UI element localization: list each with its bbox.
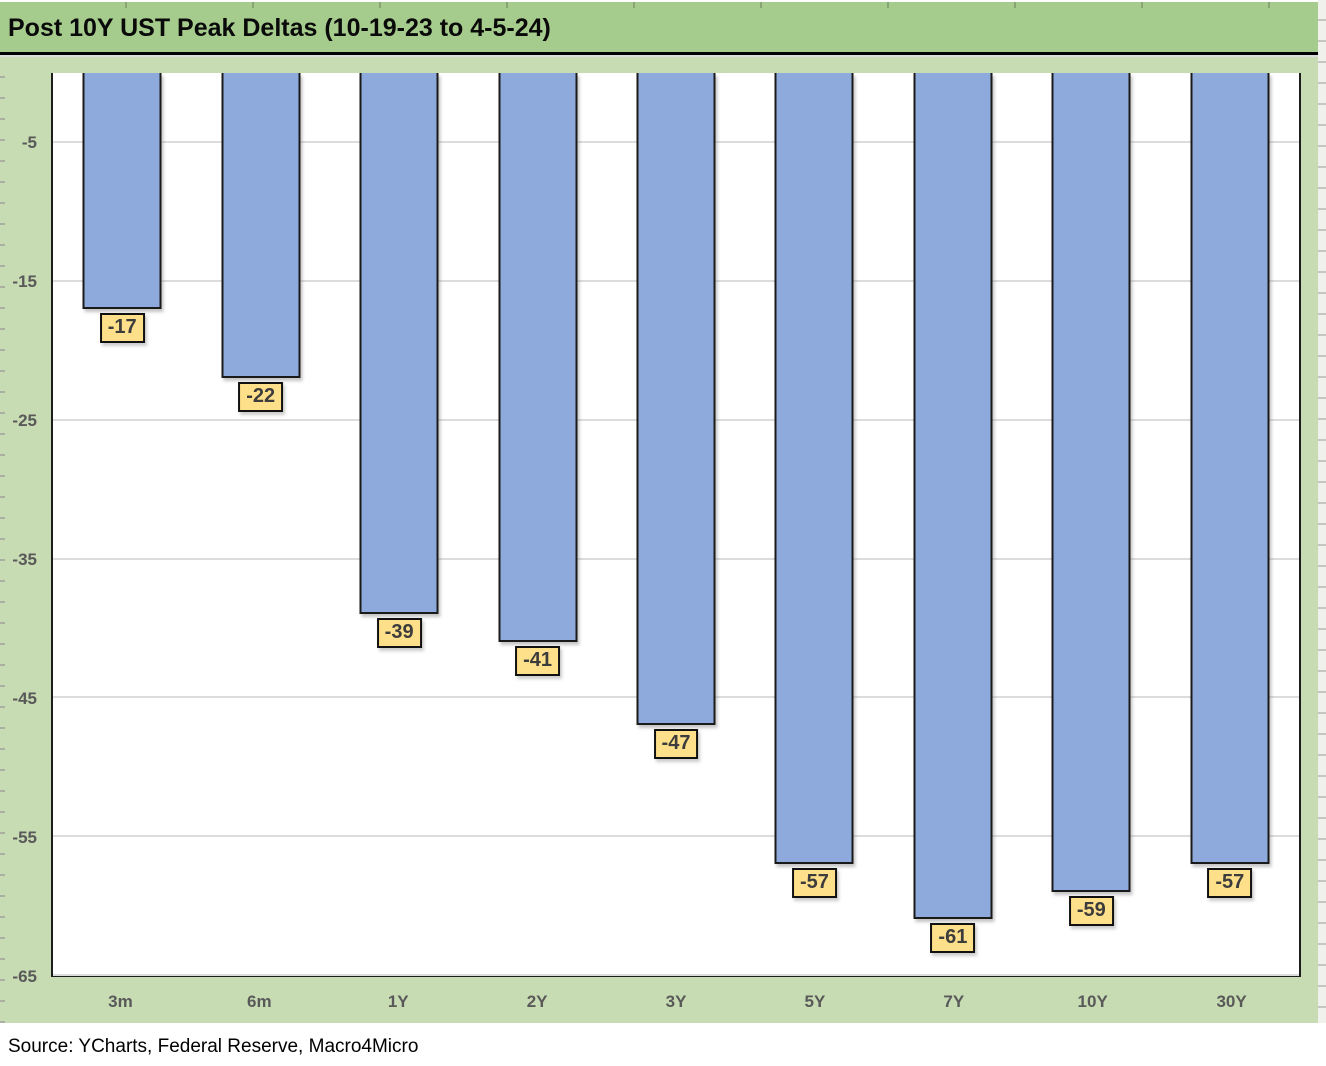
data-label-10Y[interactable]: -59	[1068, 895, 1114, 926]
x-tick-label-30Y: 30Y	[1216, 992, 1247, 1011]
data-label-5Y[interactable]: -57	[791, 867, 837, 898]
y-tick-label: -5	[21, 132, 37, 152]
chart-area: -5 -15 -25 -35 -45 -55 -65 -17 -22 -39 -41 -47 -57-…	[0, 57, 1318, 1023]
data-label-30Y[interactable]: -57	[1207, 867, 1253, 898]
x-axis-labels: 3m 6m 1Y 2Y 3Y 5Y 7Y 10Y 30Y	[51, 977, 1301, 1023]
bar-7Y[interactable]: -61	[913, 73, 993, 954]
x-tick-label-10Y: 10Y	[1077, 992, 1108, 1011]
bar-3Y[interactable]: -47	[636, 73, 716, 760]
x-tick-label-3m: 3m	[108, 992, 133, 1011]
data-label-2Y[interactable]: -41	[515, 645, 560, 676]
y-tick-label: -35	[12, 549, 37, 569]
title-underline	[0, 52, 1318, 55]
bar-10Y[interactable]: -59	[1051, 73, 1131, 926]
title-underline-shadow	[0, 55, 1318, 57]
bar-2Y[interactable]: -41	[498, 73, 578, 676]
source-band: Source: YCharts, Federal Reserve, Macro4…	[0, 1023, 1326, 1066]
excel-column-gridline-ticks	[0, 2, 1318, 8]
data-label-6m[interactable]: -22	[238, 382, 284, 413]
x-tick-label-5Y: 5Y	[804, 992, 826, 1011]
source-text: Source: YCharts, Federal Reserve, Macro4…	[8, 1036, 419, 1057]
x-tick-label-1Y: 1Y	[387, 992, 409, 1011]
data-label-3m[interactable]: -17	[99, 312, 145, 343]
y-axis-labels: -5 -15 -25 -35 -45 -55 -65	[0, 73, 46, 986]
bar-3m[interactable]: -17	[82, 73, 162, 343]
y-tick-label: -45	[12, 688, 37, 708]
y-tick-label: -65	[12, 967, 37, 986]
y-tick-label: -15	[12, 271, 37, 291]
excel-row-gridline-ticks-right	[1318, 0, 1326, 1023]
chart-title-band: Post 10Y UST Peak Deltas (10-19-23 to 4-…	[0, 2, 1318, 52]
chart-title[interactable]: Post 10Y UST Peak Deltas (10-19-23 to 4-…	[8, 14, 551, 42]
gridline	[53, 835, 1299, 838]
excel-row-gridline-ticks-left	[0, 57, 5, 1023]
bar-5Y[interactable]: -57	[774, 73, 854, 898]
gridline	[53, 974, 1299, 976]
bar-1Y[interactable]: -39	[359, 73, 439, 649]
bar-6m[interactable]: -22	[221, 73, 301, 413]
x-tick-label-7Y: 7Y	[943, 992, 965, 1011]
data-label-1Y[interactable]: -39	[376, 618, 422, 649]
data-label-3Y[interactable]: -47	[653, 729, 699, 760]
y-tick-label: -25	[12, 410, 37, 430]
x-tick-label-6m: 6m	[247, 992, 272, 1011]
data-label-7Y[interactable]: -61	[930, 923, 976, 954]
x-tick-label-3Y: 3Y	[665, 992, 687, 1011]
y-tick-label: -55	[12, 827, 37, 847]
x-tick-label-2Y: 2Y	[526, 992, 548, 1011]
plot-area[interactable]: -17 -22 -39 -41 -47 -57 -61 -59 -57	[51, 73, 1301, 977]
bar-30Y[interactable]: -57	[1190, 73, 1270, 898]
